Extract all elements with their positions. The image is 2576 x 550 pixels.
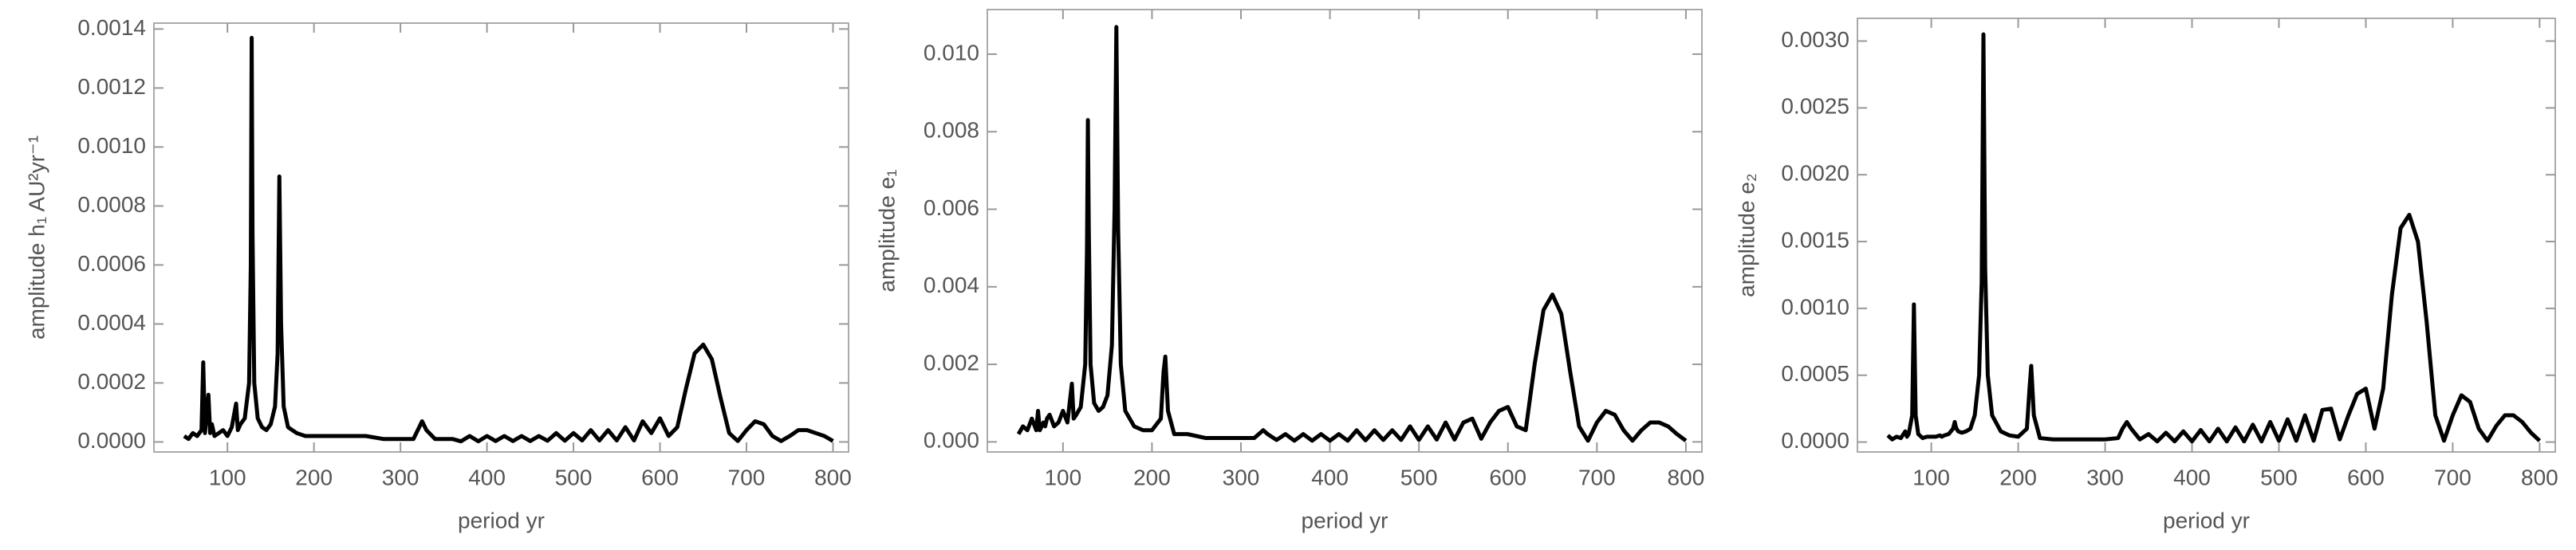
y-tick-label: 0.0020 xyxy=(1781,161,1849,186)
x-tick-label: 800 xyxy=(1668,465,1705,489)
y-tick-label: 0.0012 xyxy=(77,74,146,99)
x-axis-label: period yr xyxy=(1302,508,1388,532)
x-tick-label: 600 xyxy=(2347,465,2385,489)
x-tick-label: 500 xyxy=(555,465,593,489)
x-tick-label: 300 xyxy=(1223,465,1260,489)
y-tick-label: 0.0000 xyxy=(77,428,146,453)
y-tick-label: 0.004 xyxy=(924,273,979,297)
x-tick-label: 200 xyxy=(1999,465,2037,489)
x-axis-label: period yr xyxy=(458,508,545,532)
y-tick-label: 0.000 xyxy=(924,428,979,453)
y-tick-label: 0.0025 xyxy=(1781,94,1849,119)
data-line xyxy=(1886,32,2542,444)
y-tick-label: 0.006 xyxy=(924,195,979,220)
y-tick-label: 0.0008 xyxy=(77,192,146,217)
plot-frame xyxy=(987,9,1703,453)
x-tick-label: 300 xyxy=(382,465,419,489)
x-tick-label: 700 xyxy=(728,465,766,489)
y-tick-label: 0.0015 xyxy=(1781,227,1849,252)
x-tick-label: 200 xyxy=(1133,465,1171,489)
y-tick-label: 0.010 xyxy=(924,40,979,65)
x-tick-label: 100 xyxy=(1912,465,1950,489)
chart-panel: 0.0000 0.0005 0.0010 0.0015 0.0020 0.0025 0.00… xyxy=(1734,18,2558,532)
y-axis-label: amplitude h₁ AU²yr⁻¹ xyxy=(24,136,49,340)
plot-frame xyxy=(1857,18,2556,453)
y-tick-label: 0.0000 xyxy=(1781,428,1849,453)
y-tick-label: 0.0010 xyxy=(77,133,146,158)
x-tick-label: 500 xyxy=(1400,465,1438,489)
x-tick-label: 400 xyxy=(1311,465,1349,489)
plot-frame xyxy=(153,22,849,453)
x-tick-label: 100 xyxy=(209,465,246,489)
y-tick-label: 0.008 xyxy=(924,118,979,143)
y-axis-label: amplitude e₂ xyxy=(1734,173,1759,297)
x-tick-label: 500 xyxy=(2260,465,2298,489)
y-axis-label: amplitude e₁ xyxy=(874,169,899,292)
y-tick-label: 0.0005 xyxy=(1781,361,1849,386)
x-tick-label: 700 xyxy=(1578,465,1616,489)
data-line xyxy=(1016,25,1688,443)
x-tick-label: 400 xyxy=(468,465,506,489)
y-tick-label: 0.0002 xyxy=(77,369,146,394)
y-tick-label: 0.0014 xyxy=(77,15,146,40)
x-tick-label: 300 xyxy=(2086,465,2124,489)
x-tick-label: 800 xyxy=(2521,465,2558,489)
x-tick-label: 200 xyxy=(295,465,333,489)
data-line xyxy=(183,36,834,444)
chart-panel: 0.0000 0.0002 0.0004 0.0006 0.0008 0.0010 0.00… xyxy=(24,15,851,533)
y-tick-label: 0.0010 xyxy=(1781,294,1849,319)
y-tick-label: 0.0030 xyxy=(1781,27,1849,52)
x-tick-label: 400 xyxy=(2173,465,2211,489)
y-tick-label: 0.002 xyxy=(924,350,979,375)
x-tick-label: 700 xyxy=(2434,465,2472,489)
x-axis-label: period yr xyxy=(2163,508,2250,532)
y-tick-label: 0.0004 xyxy=(77,310,146,335)
x-tick-label: 600 xyxy=(641,465,679,489)
y-tick-label: 0.0006 xyxy=(77,251,146,276)
x-tick-label: 600 xyxy=(1489,465,1526,489)
x-tick-label: 800 xyxy=(814,465,852,489)
x-tick-label: 100 xyxy=(1044,465,1081,489)
chart-panel: 0.000 0.002 0.004 0.006 0.008 0.010 100 200 300 4… xyxy=(874,9,1705,532)
